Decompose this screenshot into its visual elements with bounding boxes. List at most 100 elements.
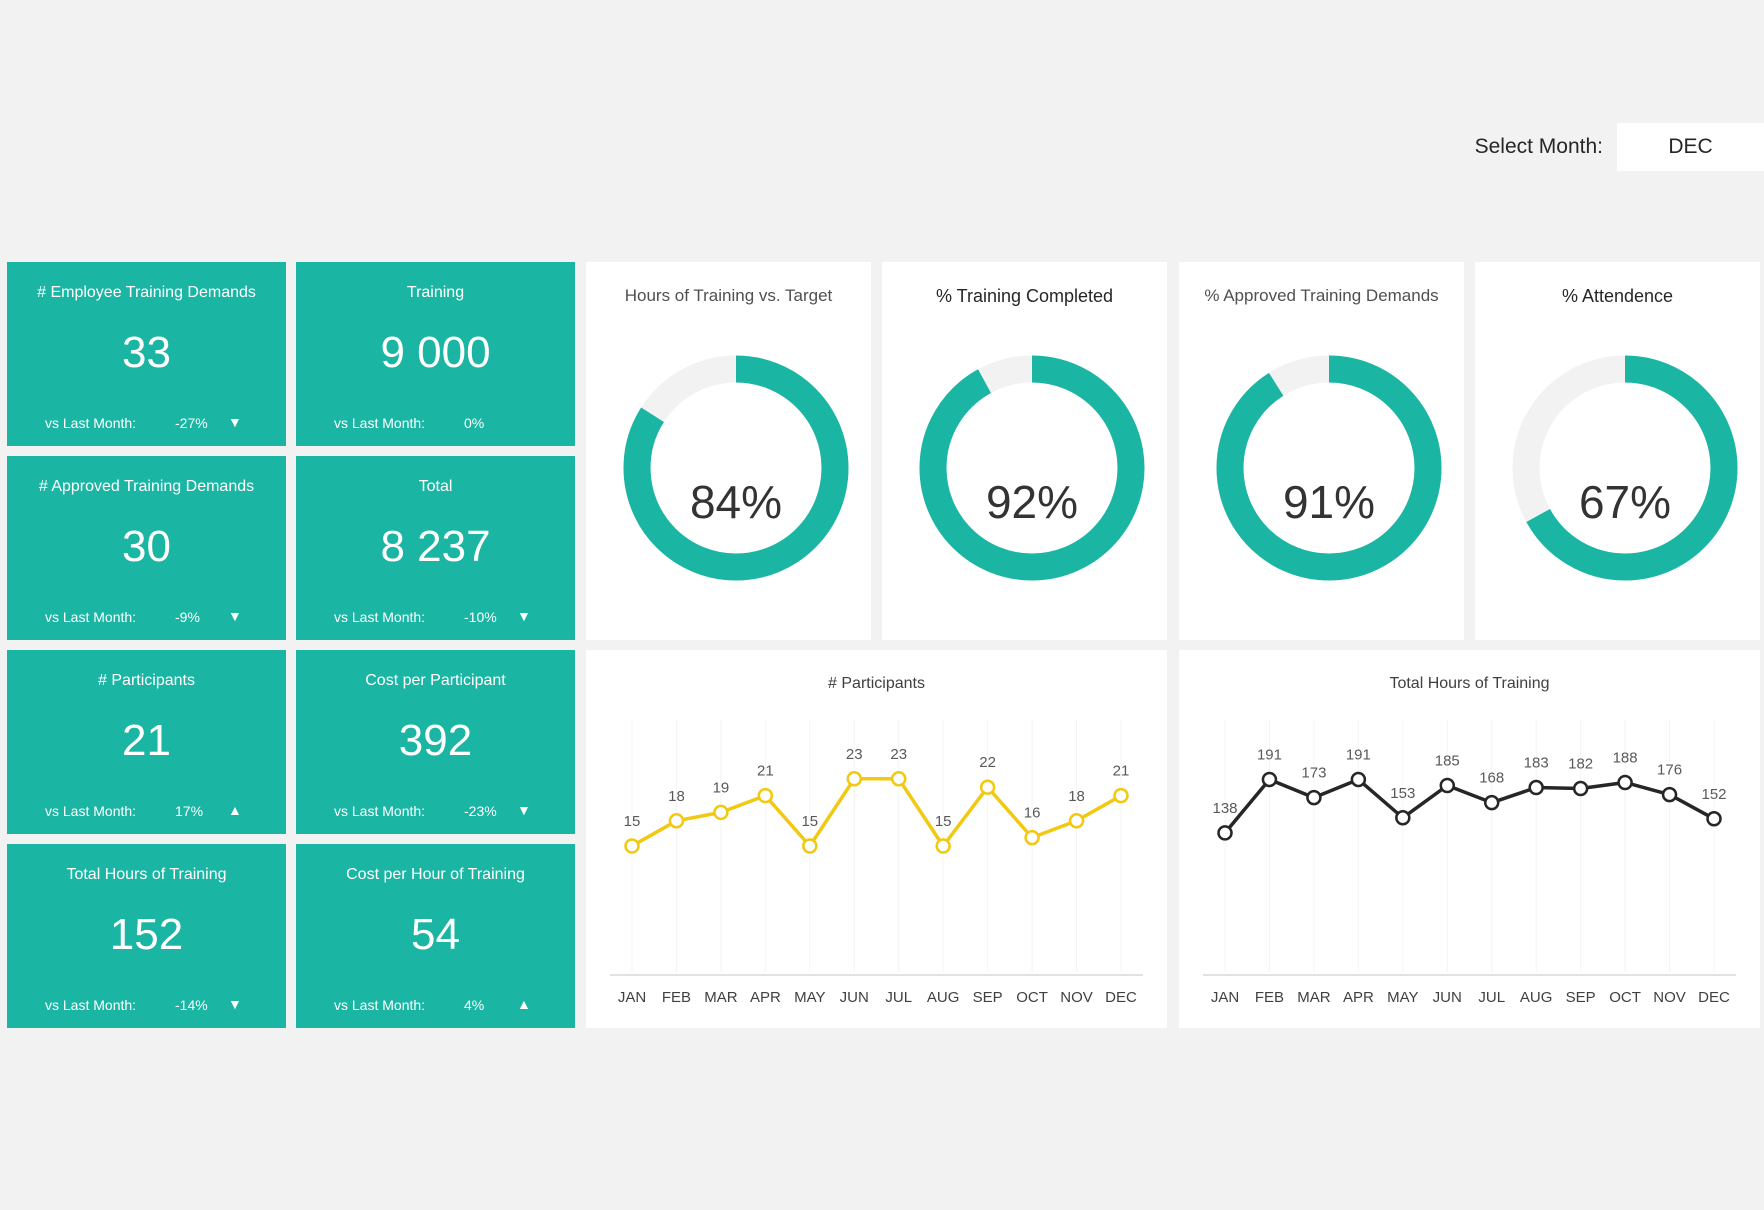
kpi-delta: 0% [464, 415, 485, 431]
series-line [631, 777, 1122, 848]
donut-title: % Training Completed [935, 286, 1114, 306]
data-point [1395, 810, 1411, 826]
kpi-approved-training-demands: # Approved Training Demands 30 vs Last M… [7, 456, 286, 640]
x-tick-label: DEC [1698, 989, 1730, 1006]
data-label: 18 [668, 788, 685, 805]
total-hours-line-chart: 138 JAN 191 FEB 173 MAR 191 APR 153 MAY 185 JUN 168 J… [1203, 720, 1736, 1006]
data-point [1306, 789, 1322, 806]
kpi-value: 21 [122, 716, 171, 765]
kpi-employee-training-demands: # Employee Training Demands 33 vs Last M… [7, 262, 286, 446]
data-label: 16 [1024, 805, 1041, 822]
data-label: 18 [1068, 788, 1085, 805]
data-label: 191 [1346, 746, 1371, 763]
data-point [802, 838, 818, 854]
data-point [668, 813, 685, 829]
donut-title: % Approved Training Demands [1204, 286, 1439, 305]
x-tick-label: APR [1343, 989, 1374, 1006]
x-tick-label: JAN [1211, 989, 1239, 1006]
kpi-total-hours-of-training: Total Hours of Training 152 vs Last Mont… [7, 844, 286, 1028]
x-tick-label: FEB [1255, 989, 1284, 1006]
participants-chart-panel: # Participants 15 JAN 18 FEB 19 MAR 21 APR 15 MAY… [586, 650, 1167, 1028]
data-point [846, 771, 863, 787]
donut-value-arc [919, 355, 1145, 581]
data-label: 168 [1479, 770, 1504, 787]
kpi-vs-label: vs Last Month: [45, 415, 137, 431]
data-point [713, 804, 729, 821]
kpi-delta: -14% [175, 997, 208, 1013]
donut-percent-label: 84% [689, 476, 783, 528]
kpi-delta: -23% [464, 803, 497, 819]
donut-panel-training-completed: % Training Completed 92% [882, 262, 1167, 640]
x-tick-label: AUG [927, 989, 960, 1006]
kpi-title: Cost per Participant [365, 672, 506, 689]
data-label: 185 [1435, 753, 1460, 770]
kpi-title: # Approved Training Demands [38, 478, 255, 495]
kpi-delta: -9% [175, 609, 200, 625]
kpi-value: 8 237 [380, 522, 491, 571]
x-tick-label: DEC [1105, 989, 1137, 1006]
total-hours-chart-panel: Total Hours of Training 138 JAN 191 FEB 173 M… [1179, 650, 1760, 1028]
kpi-cost-per-participant: Cost per Participant 392 vs Last Month: … [296, 650, 575, 834]
data-label: 22 [979, 754, 996, 771]
arrow-down-icon: ▼ [228, 608, 242, 624]
kpi-vs-label: vs Last Month: [45, 609, 137, 625]
data-point [1483, 794, 1500, 811]
data-point [935, 838, 951, 854]
data-label: 182 [1568, 756, 1593, 773]
donut-percent-label: 91% [1282, 476, 1376, 528]
kpi-value: 392 [398, 716, 473, 765]
donut-panel-hours-vs-target: Hours of Training vs. Target 84% [586, 262, 871, 640]
data-label: 138 [1212, 800, 1237, 817]
donut-chart [919, 355, 1145, 581]
donut-chart [1512, 355, 1738, 581]
kpi-vs-label: vs Last Month: [334, 609, 426, 625]
donut-value-arc [1512, 355, 1738, 581]
data-label: 153 [1390, 785, 1415, 802]
data-label: 191 [1257, 746, 1282, 763]
data-point [1439, 777, 1456, 794]
donut-chart [1216, 355, 1442, 581]
data-label: 176 [1657, 762, 1682, 779]
x-tick-label: OCT [1609, 989, 1641, 1006]
kpi-title: # Participants [98, 672, 195, 689]
data-label: 188 [1613, 749, 1638, 766]
data-point [1350, 771, 1367, 788]
data-point [979, 779, 996, 795]
data-point [1113, 787, 1129, 804]
kpi-vs-label: vs Last Month: [334, 415, 426, 431]
kpi-training: Training 9 000 vs Last Month: 0% [296, 262, 575, 446]
kpi-value: 30 [122, 522, 171, 571]
data-point [757, 787, 774, 804]
x-tick-label: JUL [1478, 989, 1505, 1006]
donut-value-arc [623, 355, 849, 581]
donut-chart [623, 355, 849, 581]
kpi-title: Total Hours of Training [66, 866, 227, 883]
kpi-vs-label: vs Last Month: [45, 803, 137, 819]
x-tick-label: SEP [1566, 989, 1596, 1006]
donut-title: % Attendence [1561, 286, 1674, 306]
arrow-down-icon: ▼ [517, 802, 531, 818]
data-point [1261, 771, 1278, 788]
data-label: 173 [1301, 765, 1326, 782]
x-tick-label: SEP [973, 989, 1003, 1006]
x-tick-label: MAY [1387, 989, 1418, 1006]
kpi-title: Training [406, 284, 465, 301]
data-label: 23 [846, 746, 863, 763]
arrow-down-icon: ▼ [517, 608, 531, 624]
x-tick-label: MAR [1297, 989, 1331, 1006]
kpi-delta: 4% [464, 997, 485, 1013]
kpi-cost-per-hour-of-training: Cost per Hour of Training 54 vs Last Mon… [296, 844, 575, 1028]
data-point [890, 771, 907, 787]
kpi-participants: # Participants 21 vs Last Month: 17% ▲ [7, 650, 286, 834]
x-tick-label: JUN [1433, 989, 1462, 1006]
month-selector: Select Month: DEC [1470, 122, 1764, 172]
x-tick-label: JAN [618, 989, 646, 1006]
x-tick-label: JUN [840, 989, 869, 1006]
data-point [1217, 825, 1233, 841]
data-point [1617, 774, 1633, 791]
data-point [624, 838, 640, 854]
month-dropdown[interactable]: DEC [1617, 123, 1764, 171]
data-label: 21 [757, 763, 774, 780]
data-point [1661, 786, 1678, 803]
data-label: 15 [935, 813, 952, 830]
